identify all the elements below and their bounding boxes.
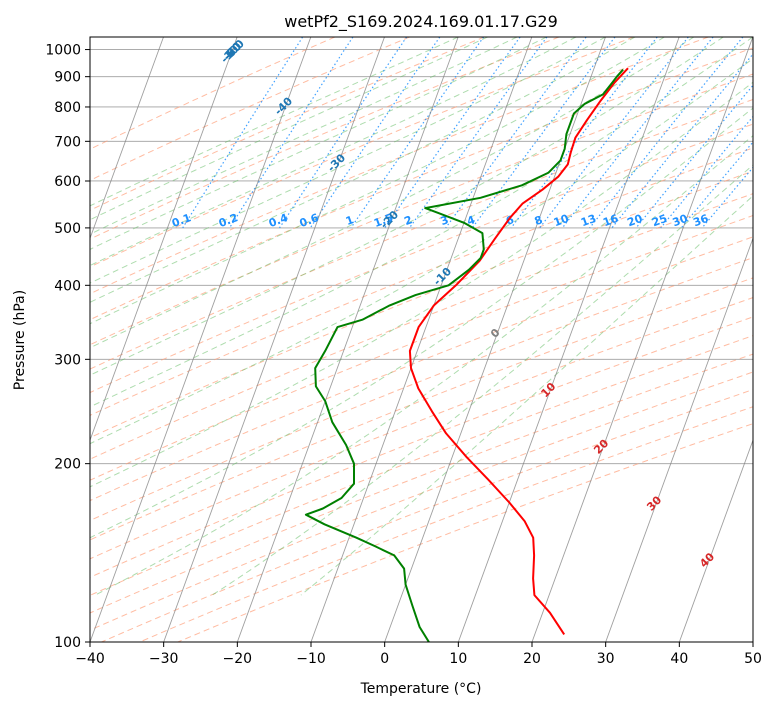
x-tick-label: −10 (296, 651, 326, 667)
x-axis-label: Temperature (°C) (360, 681, 482, 697)
y-tick-label: 500 (54, 221, 81, 237)
y-tick-label: 400 (54, 278, 81, 294)
y-tick-label: 800 (54, 100, 81, 116)
y-tick-label: 100 (54, 635, 81, 651)
y-tick-label: 300 (54, 352, 81, 368)
x-tick-label: 10 (449, 651, 467, 667)
x-tick-label: −20 (223, 651, 253, 667)
x-tick-label: 30 (597, 651, 615, 667)
x-tick-label: 0 (380, 651, 389, 667)
x-tick-label: 50 (744, 651, 762, 667)
chart-title: wetPf2_S169.2024.169.01.17.G29 (284, 12, 558, 32)
x-tick-label: 40 (670, 651, 688, 667)
x-tick-label: 20 (523, 651, 541, 667)
y-tick-label: 700 (54, 134, 81, 150)
y-axis-label: Pressure (hPa) (12, 290, 28, 390)
y-tick-label: 1000 (45, 43, 81, 59)
y-tick-label: 200 (54, 457, 81, 473)
x-tick-label: −40 (75, 651, 105, 667)
y-tick-label: 600 (54, 174, 81, 190)
y-tick-label: 900 (54, 70, 81, 86)
x-tick-label: −30 (149, 651, 179, 667)
